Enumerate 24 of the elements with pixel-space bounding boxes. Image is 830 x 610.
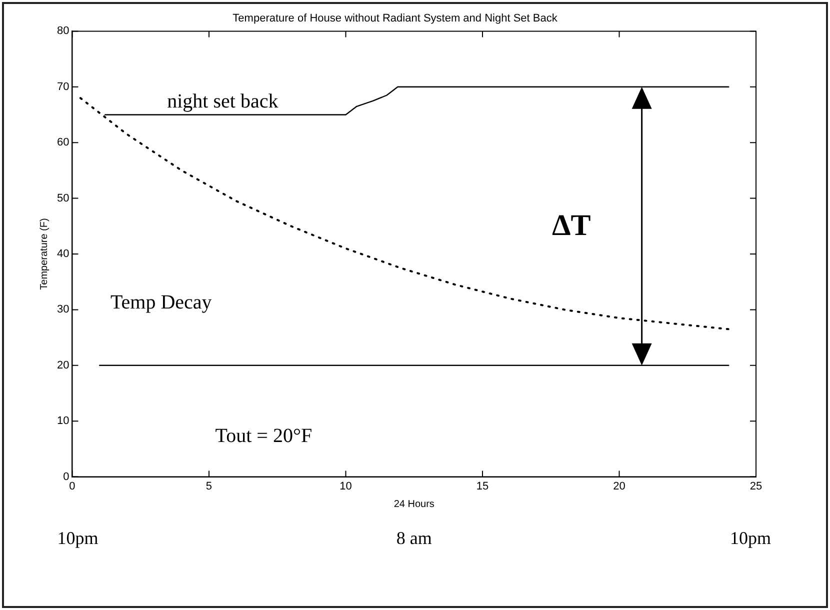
y-axis-title: Temperature (F) <box>38 218 50 290</box>
x-tick-label: 5 <box>206 480 212 492</box>
y-tick-label: 40 <box>56 248 70 260</box>
x-tick-label: 20 <box>613 480 626 492</box>
x-tick-label: 25 <box>750 480 762 492</box>
annotation: night set back <box>167 90 278 113</box>
y-tick-label: 20 <box>56 359 70 372</box>
text: 10pm <box>57 528 98 549</box>
y-tick-label: 10 <box>56 415 70 428</box>
x-axis-title: 24 Hours <box>394 498 434 510</box>
y-tick-label: 30 <box>56 304 70 316</box>
chart-title: Temperature of House without Radiant System and Night Set Back <box>232 12 558 25</box>
annotation: Temp Decay <box>110 291 212 314</box>
y-tick-label: 80 <box>56 25 70 38</box>
annotation: Tout = 20°F <box>215 424 312 447</box>
y-tick-label: 60 <box>56 136 70 149</box>
x-tick-label: 10 <box>340 480 352 492</box>
annotation: ΔT <box>552 209 591 242</box>
y-tick-label: 0 <box>63 470 70 483</box>
y-tick-label: 50 <box>56 192 70 204</box>
text: 8 am <box>396 528 432 549</box>
y-tick-label: 70 <box>56 80 70 93</box>
x-tick-label: 15 <box>476 480 489 492</box>
text: 10pm <box>730 528 771 549</box>
